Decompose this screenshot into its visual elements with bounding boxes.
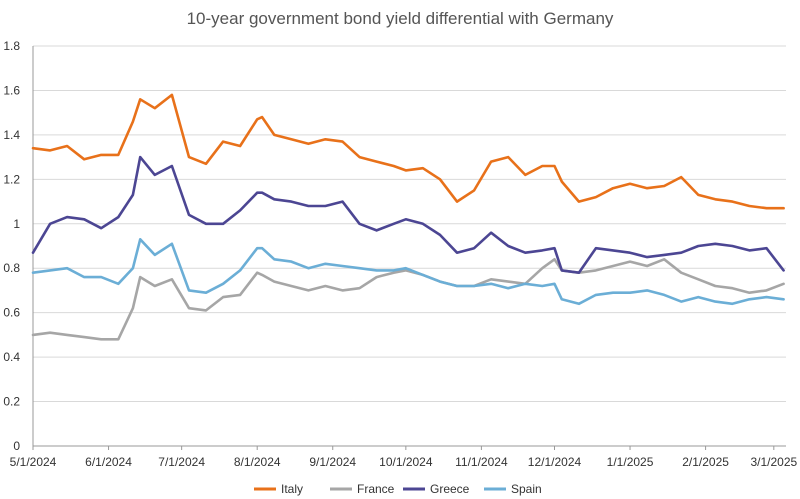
series-group [31, 93, 785, 341]
y-tick-label: 0.6 [3, 306, 20, 320]
x-tick-label: 1/1/2025 [607, 455, 654, 469]
y-tick-label: 0.4 [3, 350, 20, 364]
series-line-france [31, 257, 785, 341]
legend: Italy France Greece Spain [254, 482, 542, 496]
y-tick-label: 0 [13, 439, 20, 453]
legend-label-spain: Spain [511, 482, 542, 496]
series-line-greece [31, 155, 785, 275]
x-tick-label: 6/1/2024 [85, 455, 132, 469]
x-tick-label: 9/1/2024 [309, 455, 356, 469]
x-tick-label: 7/1/2024 [158, 455, 205, 469]
x-axis: 5/1/2024 6/1/2024 7/1/2024 8/1/2024 9/1/2024… [10, 445, 797, 469]
x-tick-label: 12/1/2024 [528, 455, 582, 469]
chart-title: 10-year government bond yield differenti… [187, 9, 614, 28]
legend-label-italy: Italy [281, 482, 303, 496]
y-tick-label: 1.2 [3, 172, 20, 186]
legend-label-france: France [357, 482, 395, 496]
x-tick-label: 8/1/2024 [234, 455, 281, 469]
y-axis: 0 0.2 0.4 0.6 0.8 1 1.2 1.4 1.6 1.8 [3, 39, 34, 453]
x-tick-label: 2/1/2025 [682, 455, 729, 469]
series-line-spain [31, 238, 785, 306]
y-tick-label: 0.2 [3, 395, 20, 409]
grid [33, 45, 786, 403]
legend-label-greece: Greece [430, 482, 470, 496]
x-tick-label: 3/1/2025 [750, 455, 797, 469]
x-tick-label: 5/1/2024 [10, 455, 57, 469]
y-tick-label: 1.8 [3, 39, 20, 53]
y-tick-label: 1.4 [3, 128, 20, 142]
x-tick-label: 10/1/2024 [379, 455, 433, 469]
y-tick-label: 0.8 [3, 261, 20, 275]
series-line-italy [31, 93, 785, 210]
y-tick-label: 1 [13, 217, 20, 231]
x-tick-label: 11/1/2024 [455, 455, 508, 469]
y-tick-label: 1.6 [3, 83, 20, 97]
